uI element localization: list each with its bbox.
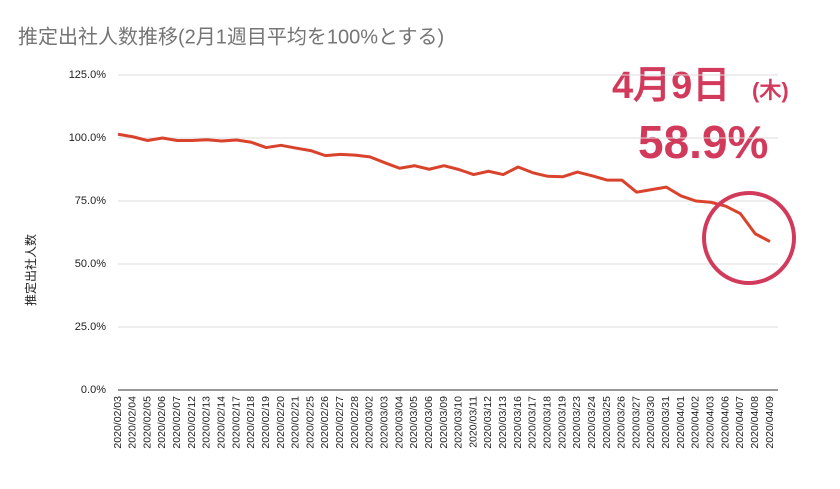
x-tick-label: 2020/02/07 — [171, 396, 183, 449]
highlight-circle — [702, 191, 796, 285]
x-tick-label: 2020/03/31 — [660, 396, 672, 449]
x-tick-label: 2020/04/06 — [719, 396, 731, 449]
x-tick-label: 2020/02/06 — [156, 396, 168, 449]
x-tick-label: 2020/02/18 — [245, 396, 257, 449]
x-tick-label: 2020/04/02 — [690, 396, 702, 449]
x-tick-label: 2020/02/26 — [319, 396, 331, 449]
x-tick-label: 2020/03/04 — [393, 396, 405, 449]
y-tick-label: 125.0% — [69, 69, 107, 81]
x-tick-label: 2020/03/25 — [601, 396, 613, 449]
x-tick-label: 2020/02/12 — [186, 396, 198, 449]
y-tick-label: 25.0% — [75, 321, 106, 333]
x-tick-label: 2020/03/19 — [556, 396, 568, 449]
x-tick-label: 2020/02/03 — [112, 396, 124, 449]
x-tick-label: 2020/04/09 — [764, 396, 776, 449]
x-tick-label: 2020/03/27 — [630, 396, 642, 449]
x-tick-label: 2020/02/13 — [201, 396, 213, 449]
x-tick-label: 2020/03/18 — [542, 396, 554, 449]
y-tick-label: 50.0% — [75, 258, 106, 270]
x-tick-label: 2020/03/23 — [571, 396, 583, 449]
data-line — [117, 132, 771, 243]
y-axis-label: 推定出社人数 — [23, 234, 38, 306]
x-tick-label: 2020/03/30 — [645, 396, 657, 449]
x-tick-label: 2020/03/16 — [512, 396, 524, 449]
x-tick-label: 2020/02/04 — [127, 396, 139, 449]
x-tick-label: 2020/03/12 — [482, 396, 494, 449]
x-tick-label: 2020/03/03 — [379, 396, 391, 449]
y-tick-label: 0.0% — [81, 384, 106, 396]
x-tick-label: 2020/02/17 — [230, 396, 242, 449]
x-tick-label: 2020/03/06 — [423, 396, 435, 449]
x-tick-label: 2020/03/05 — [408, 396, 420, 449]
x-tick-label: 2020/03/02 — [364, 396, 376, 449]
x-tick-label: 2020/02/27 — [334, 396, 346, 449]
annotation-weekday: (木) — [752, 78, 789, 103]
x-tick-label: 2020/03/10 — [453, 396, 465, 449]
x-tick-label: 2020/04/07 — [734, 396, 746, 449]
x-tick-label: 2020/02/19 — [260, 396, 272, 449]
x-tick-label: 2020/04/08 — [749, 396, 761, 449]
x-tick-label: 2020/03/24 — [586, 396, 598, 449]
annotation-date: 4月9日 — [612, 65, 730, 107]
annotation-value: 58.9% — [638, 116, 768, 168]
x-tick-label: 2020/03/11 — [467, 396, 479, 448]
x-tick-label: 2020/02/20 — [275, 396, 287, 449]
x-tick-label: 2020/03/13 — [497, 396, 509, 449]
x-tick-label: 2020/04/01 — [675, 396, 687, 449]
x-tick-label: 2020/02/05 — [141, 396, 153, 449]
x-tick-label: 2020/02/14 — [216, 396, 228, 449]
y-tick-label: 75.0% — [75, 195, 106, 207]
chart-title: 推定出社人数推移(2月1週目平均を100%とする) — [18, 25, 444, 48]
x-tick-label: 2020/03/09 — [438, 396, 450, 449]
x-tick-label: 2020/02/28 — [349, 396, 361, 449]
x-tick-label: 2020/02/21 — [290, 396, 302, 449]
y-tick-label: 100.0% — [69, 132, 107, 144]
x-tick-label: 2020/03/26 — [616, 396, 628, 449]
x-tick-label: 2020/02/25 — [304, 396, 316, 449]
x-tick-label: 2020/04/03 — [705, 396, 717, 449]
x-tick-label: 2020/03/17 — [527, 396, 539, 449]
